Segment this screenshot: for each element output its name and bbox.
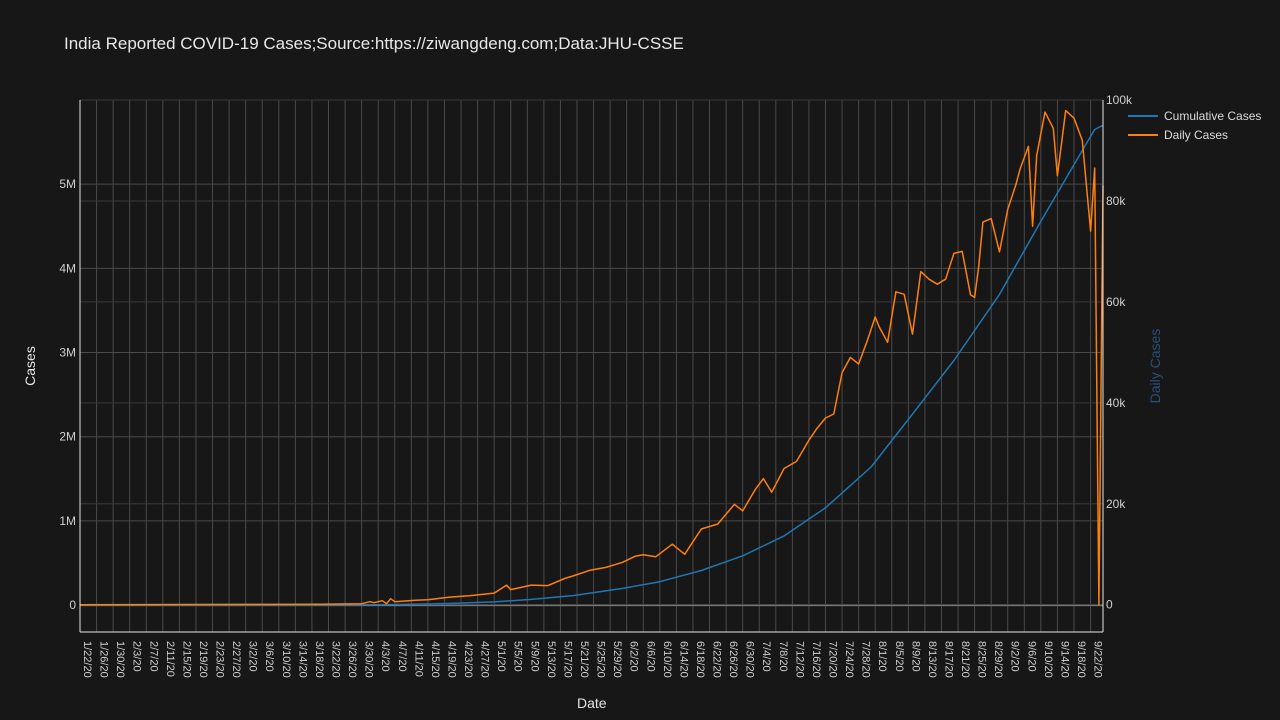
x-tick-label: 7/16/20	[810, 641, 822, 678]
y2-tick-label: 60k	[1106, 295, 1126, 309]
x-tick-label: 5/25/20	[595, 641, 607, 678]
x-tick-label: 7/24/20	[843, 641, 855, 678]
chart-title: India Reported COVID-19 Cases;Source:htt…	[64, 34, 684, 53]
x-tick-label: 9/6/20	[1025, 641, 1037, 672]
x-tick-label: 4/15/20	[429, 641, 441, 678]
legend-label-cumulative: Cumulative Cases	[1164, 108, 1262, 123]
series-lines	[79, 109, 1104, 606]
x-tick-label: 6/6/20	[644, 641, 656, 672]
legend[interactable]: Cumulative Cases Daily Cases	[1128, 106, 1261, 144]
x-tick-label: 1/22/20	[81, 641, 93, 678]
y2-axis-ticks: 0 20k 40k 60k 80k 100k	[1106, 93, 1133, 612]
legend-label-daily: Daily Cases	[1164, 127, 1229, 142]
legend-item-daily[interactable]: Daily Cases	[1128, 125, 1261, 144]
y-axis-title: Cases	[22, 346, 38, 386]
y2-tick-label: 100k	[1106, 93, 1133, 107]
grid-lines	[79, 99, 1103, 632]
x-tick-label: 8/25/20	[976, 641, 988, 678]
x-axis-ticks: 1/22/20 1/26/20 1/30/20 2/3/20 2/7/20 2/11/20…	[81, 641, 1104, 678]
x-tick-label: 9/2/20	[1009, 641, 1021, 672]
x-tick-label: 2/3/20	[131, 641, 143, 672]
x-tick-label: 8/5/20	[893, 641, 905, 672]
x-tick-label: 6/14/20	[677, 641, 689, 678]
x-tick-label: 3/30/20	[363, 641, 375, 678]
x-tick-label: 4/3/20	[379, 641, 391, 672]
x-tick-label: 9/14/20	[1058, 641, 1070, 678]
series-line-daily	[79, 109, 1104, 606]
x-tick-label: 8/29/20	[992, 641, 1004, 678]
legend-item-cumulative[interactable]: Cumulative Cases	[1128, 106, 1261, 125]
x-tick-label: 4/27/20	[479, 641, 491, 678]
x-tick-label: 5/17/20	[561, 641, 573, 678]
x-tick-label: 3/26/20	[346, 641, 358, 678]
series-line-cumulative	[80, 124, 1104, 606]
x-tick-label: 5/9/20	[528, 641, 540, 672]
x-tick-label: 2/7/20	[147, 641, 159, 672]
y2-axis-title: Daily Cases	[1147, 328, 1163, 404]
y-tick-label: 4M	[59, 261, 76, 275]
x-tick-label: 3/6/20	[263, 641, 275, 672]
x-tick-label: 6/22/20	[711, 641, 723, 678]
x-tick-label: 5/13/20	[545, 641, 557, 678]
y2-tick-label: 0	[1106, 598, 1113, 612]
x-tick-label: 3/22/20	[330, 641, 342, 678]
x-tick-label: 4/7/20	[396, 641, 408, 672]
x-tick-label: 8/9/20	[909, 641, 921, 672]
x-tick-label: 2/27/20	[230, 641, 242, 678]
x-tick-label: 2/23/20	[214, 641, 226, 678]
x-tick-label: 5/21/20	[578, 641, 590, 678]
y-tick-label: 5M	[59, 177, 76, 191]
x-tick-label: 7/20/20	[827, 641, 839, 678]
x-tick-label: 3/18/20	[313, 641, 325, 678]
x-tick-label: 6/2/20	[628, 641, 640, 672]
x-tick-label: 1/26/20	[98, 641, 110, 678]
x-tick-label: 7/4/20	[760, 641, 772, 672]
legend-swatch-daily	[1128, 133, 1158, 136]
y2-tick-label: 80k	[1106, 194, 1126, 208]
x-tick-label: 3/10/20	[280, 641, 292, 678]
x-tick-label: 5/1/20	[495, 641, 507, 672]
x-tick-label: 2/19/20	[197, 641, 209, 678]
x-tick-label: 4/23/20	[462, 641, 474, 678]
x-tick-label: 8/17/20	[942, 641, 954, 678]
x-tick-label: 6/18/20	[694, 641, 706, 678]
y2-tick-label: 40k	[1106, 396, 1126, 410]
x-tick-label: 5/5/20	[512, 641, 524, 672]
x-tick-label: 6/10/20	[661, 641, 673, 678]
legend-swatch-cumulative	[1128, 114, 1158, 117]
x-tick-label: 4/19/20	[445, 641, 457, 678]
y-tick-label: 0	[69, 598, 76, 612]
x-axis-title: Date	[577, 695, 607, 711]
x-tick-label: 1/30/20	[114, 641, 126, 678]
x-tick-label: 8/21/20	[959, 641, 971, 678]
x-tick-label: 3/2/20	[247, 641, 259, 672]
y-axis-ticks: 0 1M 2M 3M 4M 5M	[59, 177, 76, 612]
x-tick-label: 2/11/20	[164, 641, 176, 677]
x-tick-label: 6/30/20	[744, 641, 756, 678]
y2-tick-label: 20k	[1106, 497, 1126, 511]
x-tick-label: 9/18/20	[1075, 641, 1087, 678]
x-tick-label: 7/28/20	[860, 641, 872, 678]
x-tick-label: 3/14/20	[296, 641, 308, 678]
x-tick-label: 2/15/20	[180, 641, 192, 678]
x-tick-label: 6/26/20	[727, 641, 739, 678]
y-tick-label: 1M	[59, 514, 76, 528]
y-tick-label: 2M	[59, 430, 76, 444]
x-tick-label: 8/13/20	[926, 641, 938, 678]
x-tick-label: 4/11/20	[412, 641, 424, 677]
y-tick-label: 3M	[59, 346, 76, 360]
x-tick-label: 7/12/20	[793, 641, 805, 678]
x-tick-label: 9/10/20	[1042, 641, 1054, 678]
x-tick-label: 9/22/20	[1092, 641, 1104, 678]
x-tick-label: 5/29/20	[611, 641, 623, 678]
x-tick-label: 7/8/20	[777, 641, 789, 672]
x-tick-label: 8/1/20	[876, 641, 888, 672]
